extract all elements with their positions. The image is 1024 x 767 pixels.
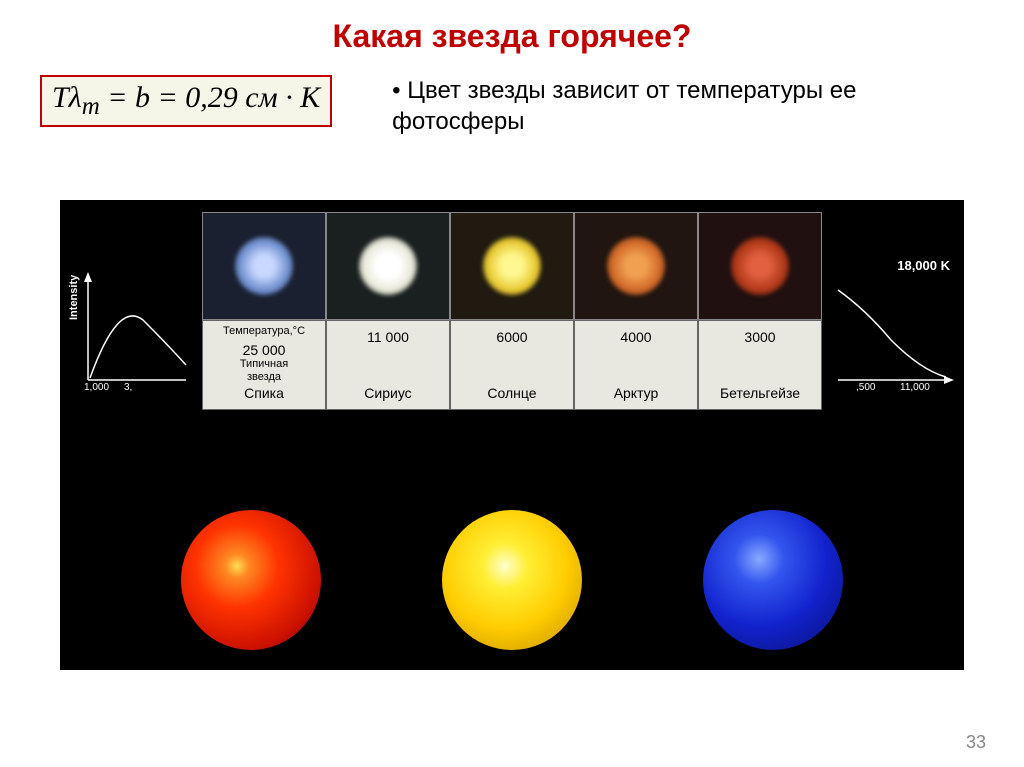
left-tick-2: 3, [124,382,132,393]
star-label-0: Температура,°C25 000ТипичнаязвездаСпика [202,320,326,410]
star-sample-1 [326,212,450,320]
star-sample-4 [698,212,822,320]
red-star [181,510,321,650]
right-intensity-graph: ,500 11,000 [836,270,956,400]
star-sample-2 [450,212,574,320]
large-star-examples [60,510,964,650]
blue-star [703,510,843,650]
star-label-row: Температура,°C25 000ТипичнаязвездаСпика1… [202,320,822,410]
star-label-1: 11 000Сириус [326,320,450,410]
right-tick-1: ,500 [856,382,875,393]
bullet-text: Цвет звезды зависит от температуры ее фо… [382,75,862,137]
page-title: Какая звезда горячее? [0,0,1024,55]
main-diagram-panel: Intensity 1,000 3, 18,000 K ,500 11,000 … [60,200,964,670]
star-sample-3 [574,212,698,320]
top-row: Tλm = b = 0,29 см · К Цвет звезды зависи… [0,55,1024,137]
left-intensity-graph: Intensity 1,000 3, [68,270,188,400]
star-label-3: 4000Арктур [574,320,698,410]
yellow-star [442,510,582,650]
page-number: 33 [966,732,986,753]
formula-box: Tλm = b = 0,29 см · К [40,75,332,127]
star-label-4: 3000Бетельгейзе [698,320,822,410]
right-tick-2: 11,000 [900,382,930,393]
star-sample-0 [202,212,326,320]
left-tick-1: 1,000 [84,382,109,393]
star-label-2: 6000Солнце [450,320,574,410]
star-color-row [202,212,822,320]
intensity-axis-label: Intensity [68,275,80,320]
star-comparison-table: Температура,°C25 000ТипичнаязвездаСпика1… [202,212,822,410]
